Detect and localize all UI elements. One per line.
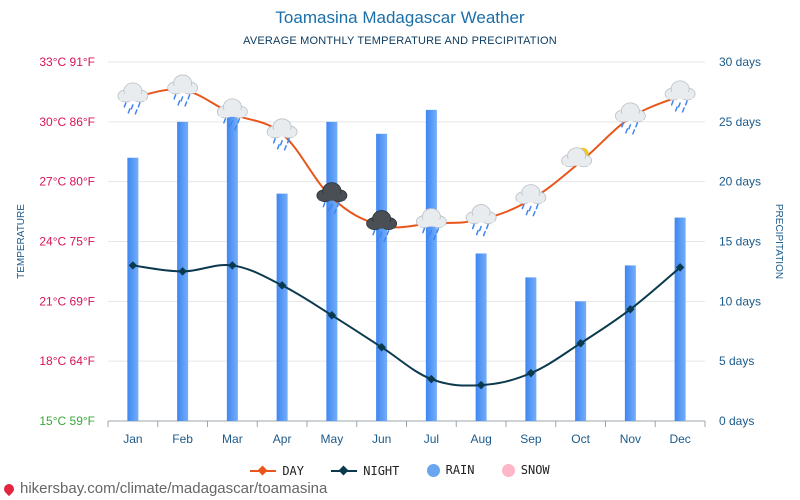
rain-bar [376,133,388,422]
rain-bar [475,253,487,421]
rain-drops-icon [372,229,390,243]
rain-bar [276,193,288,421]
x-tick-label: Sep [520,432,542,446]
source-link-text: hikersbay.com/climate/madagascar/toamasi… [20,480,328,497]
night-point [377,342,386,352]
rain-drops-icon [621,122,639,135]
rain-drops-icon [173,94,191,107]
night-point [675,263,685,272]
left-tick-label: 30°C 86°F [39,115,95,129]
x-tick-label: Mar [222,432,243,446]
location-pin-icon [1,481,17,496]
x-tick-label: Nov [620,432,641,446]
chart-subtitle: AVERAGE MONTHLY TEMPERATURE AND PRECIPIT… [243,35,557,47]
x-tick-label: Aug [470,432,491,446]
right-tick-label: 20 days [719,175,761,189]
day-line [132,88,681,229]
night-point [327,311,337,320]
left-axis-title: TEMPERATURE [16,204,27,279]
legend-rain-label: RAIN [445,463,475,477]
storm-cloud-icon [316,182,348,203]
night-point [427,374,436,384]
right-axis-title: PRECIPITATION [773,204,784,279]
legend-rain-swatch [426,463,440,477]
night-point [277,281,287,290]
legend-day-label: DAY [282,463,305,478]
x-tick-label: Apr [273,432,292,446]
legend-item-snow[interactable]: SNOW [501,463,550,477]
x-tick-label: Feb [172,432,193,446]
legend-night-swatch [331,465,358,477]
rain-bar [674,217,686,421]
rain-cloud-icon [415,208,447,228]
legend-item-rain[interactable]: RAIN [426,463,475,477]
left-tick-label: 24°C 75°F [39,235,95,249]
legend-snow-label: SNOW [520,463,550,477]
left-tick-label: 27°C 80°F [39,175,95,189]
rain-bar [425,109,437,421]
rain-drops-icon [670,100,688,113]
source-link[interactable]: hikersbay.com/climate/madagascar/toamasi… [1,480,328,497]
right-tick-label: 25 days [719,115,761,129]
night-point [476,380,486,390]
night-line [132,263,681,387]
rain-cloud-icon [266,118,298,139]
legend-item-night[interactable]: NIGHT [331,464,399,478]
rain-drops-icon [223,118,241,131]
night-point [626,305,635,314]
x-tick-label: Jan [123,432,142,446]
night-point [128,261,138,270]
left-tick-label: 18°C 64°F [39,354,95,368]
rain-bar [326,121,338,421]
rain-bar [525,277,537,421]
night-point [178,267,187,276]
rain-drops-icon [422,227,440,241]
legend-night-label: NIGHT [363,463,400,478]
legend-item-day[interactable]: DAY [250,464,304,478]
rain-drops-icon [471,223,489,237]
rain-cloud-icon [167,74,199,95]
night-point [576,338,585,348]
rain-bar [624,265,636,421]
left-tick-label: 21°C 69°F [39,294,95,308]
rain-cloud-icon [515,184,547,205]
rain-cloud-icon [664,80,696,101]
right-tick-label: 10 days [719,294,761,308]
storm-cloud-icon [366,210,398,230]
rain-bar [127,157,139,421]
right-tick-label: 15 days [719,235,761,249]
rain-cloud-icon [216,98,248,119]
x-tick-label: May [321,432,344,446]
x-tick-label: Jul [424,432,439,446]
rain-cloud-icon [117,82,149,103]
chart-legend: DAY NIGHT RAIN SNOW [0,463,800,480]
right-tick-label: 0 days [719,414,754,428]
right-tick-label: 5 days [719,354,754,368]
rain-cloud-icon [614,102,646,123]
right-tick-label: 30 days [719,55,761,69]
rain-cloud-icon [465,204,497,224]
rain-bar [575,301,587,421]
rain-drops-icon [123,102,141,115]
rain-drops-icon [272,138,290,151]
rain-drops-icon [322,201,340,215]
left-tick-label: 15°C 59°F [39,414,95,428]
x-tick-label: Dec [669,432,690,446]
night-point [526,368,536,378]
left-tick-label: 33°C 91°F [39,55,95,69]
night-point [228,261,237,270]
chart-title: Toamasina Madagascar Weather [275,8,525,27]
legend-snow-swatch [501,463,515,477]
legend-day-swatch [250,465,277,477]
rain-drops-icon [521,203,539,217]
x-tick-label: Jun [372,432,391,446]
x-tick-label: Oct [571,432,590,446]
partly-cloudy-icon [561,147,593,168]
